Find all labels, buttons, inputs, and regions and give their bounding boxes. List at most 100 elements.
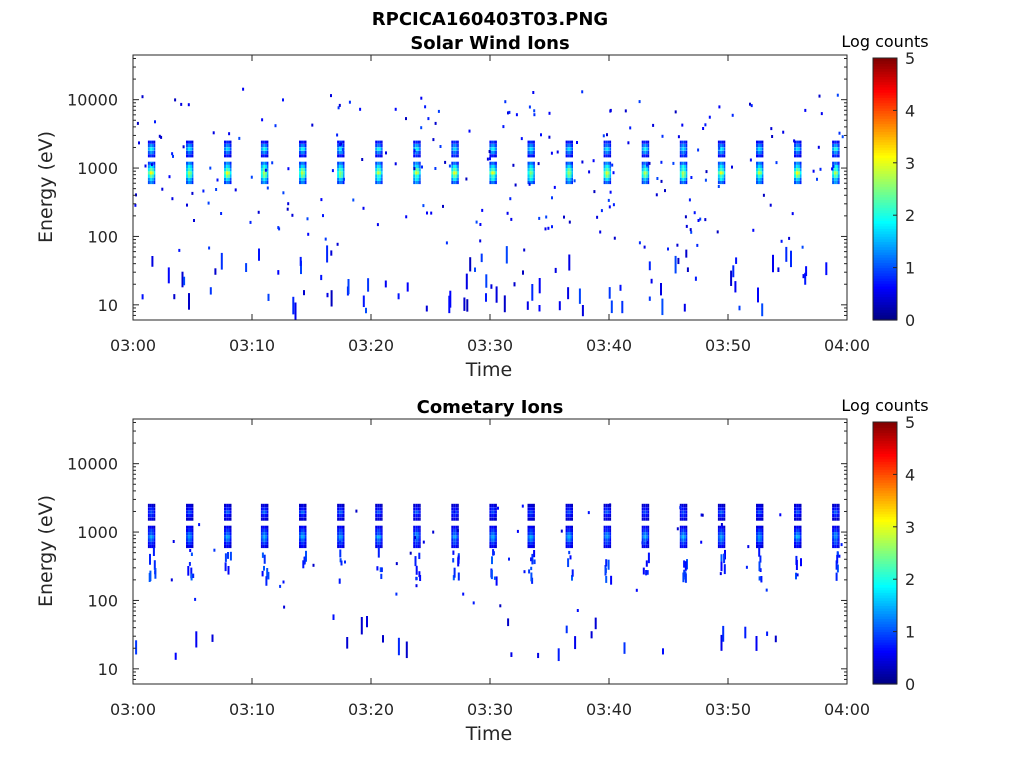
colorbar-segment <box>873 249 897 253</box>
heatmap-cell <box>647 171 650 175</box>
heatmap-cell <box>262 535 265 539</box>
heatmap-cell <box>451 532 454 536</box>
heatmap-cell <box>834 525 837 529</box>
heatmap-cell <box>187 566 190 576</box>
heatmap-cell <box>417 147 420 151</box>
heatmap-cell <box>800 538 802 542</box>
heatmap-cell <box>189 549 192 552</box>
heatmap-cell <box>453 538 456 542</box>
heatmap-cell <box>190 144 192 148</box>
heatmap-cell <box>609 140 612 144</box>
heatmap-cell <box>406 282 409 292</box>
heatmap-cell <box>679 140 682 144</box>
heatmap-cell <box>717 514 720 518</box>
heatmap-cell <box>439 145 442 148</box>
heatmap-cell <box>647 164 650 169</box>
heatmap-cell <box>643 177 646 181</box>
heatmap-cell <box>302 560 305 569</box>
heatmap-cell <box>685 147 688 151</box>
heatmap-cell <box>664 189 666 193</box>
heatmap-cell <box>234 188 237 192</box>
heatmap-cell <box>266 171 269 175</box>
heatmap-cell <box>188 154 190 158</box>
heatmap-cell <box>343 503 345 507</box>
heatmap-cell <box>794 164 796 169</box>
heatmap-cell <box>338 578 341 584</box>
heatmap-cell <box>662 648 664 655</box>
heatmap-cell <box>379 140 382 144</box>
heatmap-cell <box>643 164 646 169</box>
heatmap-cell <box>758 180 760 185</box>
heatmap-cell <box>533 503 535 507</box>
heatmap-cell <box>301 525 303 529</box>
heatmap-cell <box>154 120 156 124</box>
heatmap-cell <box>569 507 572 511</box>
heatmap-cell <box>569 532 572 536</box>
heatmap-cell <box>344 560 346 564</box>
heatmap-cell <box>376 566 379 571</box>
heatmap-cell <box>227 552 229 559</box>
heatmap-cell <box>679 147 682 151</box>
heatmap-cell <box>571 144 573 148</box>
heatmap-cell <box>149 538 152 542</box>
heatmap-cell <box>153 535 156 539</box>
heatmap-cell <box>260 140 263 144</box>
heatmap-cell <box>567 507 570 511</box>
heatmap-cell <box>802 274 805 279</box>
heatmap-cell <box>672 161 675 165</box>
heatmap-cell <box>455 147 458 151</box>
heatmap-cell <box>531 517 534 521</box>
heatmap-cell <box>377 164 380 169</box>
heatmap-cell <box>419 164 421 169</box>
heatmap-cell <box>305 144 307 148</box>
heatmap-cell <box>719 180 722 185</box>
colorbar-segment <box>873 65 897 70</box>
heatmap-cell <box>186 180 188 185</box>
heatmap-cell <box>834 180 837 185</box>
heatmap-cell <box>607 177 610 181</box>
heatmap-cell <box>405 117 407 121</box>
heatmap-cell <box>301 164 303 169</box>
heatmap-cell <box>533 174 535 178</box>
heatmap-cell <box>209 287 212 295</box>
heatmap-cell <box>303 510 306 514</box>
colorbar-segment <box>873 597 897 601</box>
heatmap-cell <box>838 154 840 158</box>
heatmap-cell <box>287 202 290 206</box>
heatmap-cell <box>457 535 459 539</box>
heatmap-cell <box>685 177 688 181</box>
heatmap-cell <box>605 528 608 533</box>
heatmap-cell <box>455 174 458 178</box>
colorbar-segment <box>873 309 897 313</box>
colorbar-segment <box>873 299 897 303</box>
colorbar-segment <box>873 126 897 130</box>
heatmap-cell <box>686 559 688 570</box>
heatmap-cell <box>794 168 796 172</box>
heatmap-cell <box>685 503 688 507</box>
heatmap-cell <box>419 503 421 507</box>
colorbar-segment <box>873 458 897 462</box>
colorbar-segment <box>873 186 897 190</box>
heatmap-cell <box>760 514 762 518</box>
heatmap-cell <box>305 154 307 158</box>
colorbar-segment <box>873 215 897 219</box>
heatmap-cell <box>794 517 796 521</box>
heatmap-cell <box>679 544 682 549</box>
colorbar-segment <box>873 270 897 274</box>
heatmap-cell <box>643 544 646 549</box>
heatmap-cell <box>838 528 840 533</box>
heatmap-cell <box>214 268 217 275</box>
colorbar-segment <box>873 634 897 638</box>
heatmap-cell <box>260 528 263 533</box>
heatmap-cell <box>489 164 492 169</box>
heatmap-cell <box>260 517 263 521</box>
heatmap-cell <box>838 514 840 518</box>
heatmap-cell <box>568 220 571 224</box>
heatmap-cell <box>381 507 383 511</box>
heatmap-cell <box>194 597 197 601</box>
heatmap-cell <box>529 154 532 158</box>
colorbar-segment <box>873 76 897 80</box>
heatmap-cell <box>531 544 534 549</box>
heatmap-cell <box>800 154 802 158</box>
heatmap-cell <box>455 164 458 169</box>
